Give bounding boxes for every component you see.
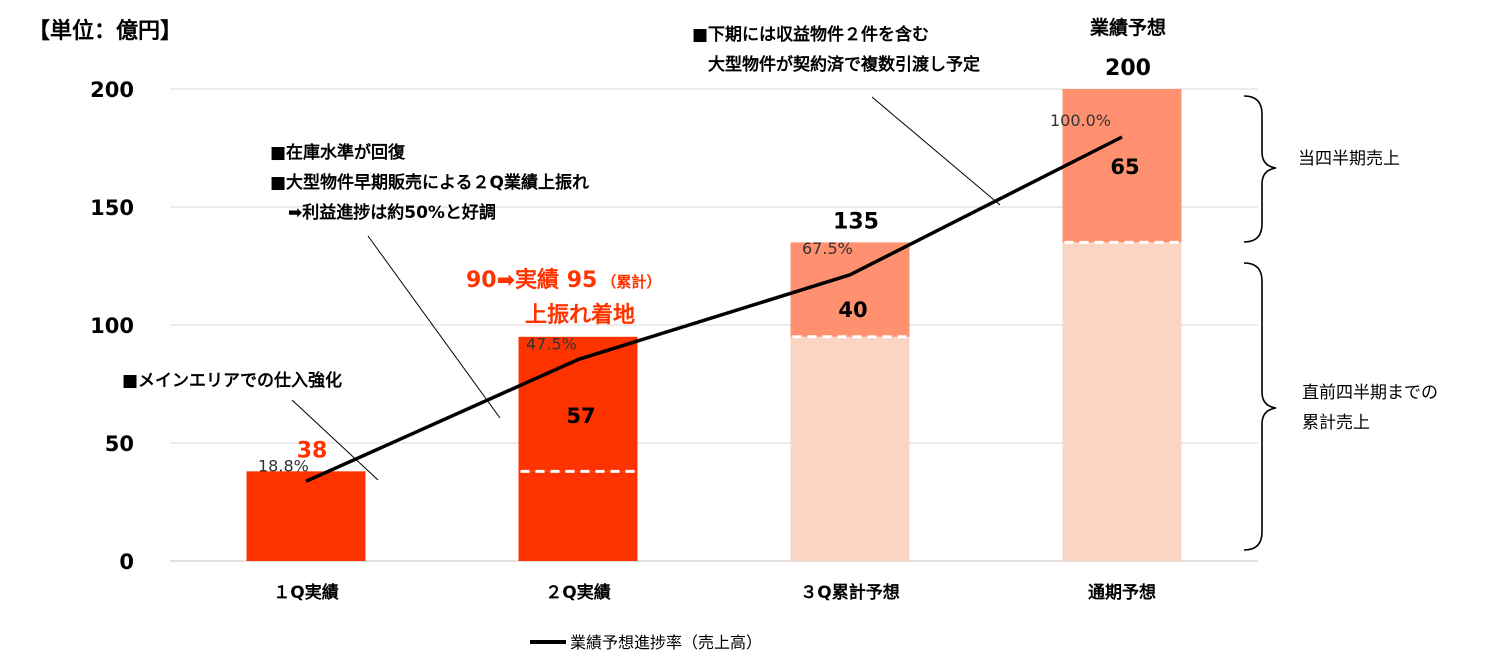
total-label-4: 200 — [1105, 56, 1151, 81]
category-labels: １Q実績 ２Q実績 ３Q累計予想 通期予想 — [273, 582, 1156, 603]
brace-lower-label-1: 直前四半期までの — [1302, 383, 1438, 403]
annotation-q2-red-line2: 上振れ着地 — [525, 302, 635, 328]
annotation-fy-line1: ■下期には収益物件２件を含む — [692, 24, 929, 45]
progress-label-1: 18.8% — [258, 456, 309, 475]
segment-label-2: 57 — [566, 404, 595, 428]
progress-series: 18.8% 47.5% 67.5% 100.0% — [258, 111, 1123, 483]
annotation-q2-red-line1: 90➡実績 95 （累計） — [466, 267, 661, 293]
total-label-1: 38 — [297, 438, 328, 463]
y-tick-200: 200 — [90, 78, 134, 102]
annotation-q2-line1: ■在庫水準が回復 — [270, 142, 406, 163]
segment-value-labels: 57 40 65 — [566, 155, 1139, 428]
bar-prior-2 — [518, 471, 638, 561]
brace-lower — [1243, 262, 1277, 551]
annotation-q2-red-small: （累計） — [601, 273, 661, 291]
category-label-4: 通期予想 — [1088, 582, 1156, 603]
y-tick-150: 150 — [90, 196, 134, 220]
bars — [246, 89, 1182, 561]
category-label-1: １Q実績 — [273, 582, 338, 603]
total-header: 業績予想 — [1089, 16, 1166, 39]
y-tick-labels: 0 50 100 150 200 — [90, 78, 134, 574]
leader-fy — [871, 96, 1001, 206]
bar-quarter-1 — [246, 471, 366, 561]
legend-label: 業績予想進捗率（売上高） — [570, 633, 762, 652]
brace-lower-label-2: 累計売上 — [1302, 413, 1370, 433]
category-label-2: ２Q実績 — [545, 582, 610, 603]
leader-q2 — [367, 235, 501, 419]
bar-quarter-4 — [1062, 89, 1182, 243]
segment-label-4: 65 — [1110, 155, 1139, 179]
brace-upper — [1243, 95, 1277, 243]
total-label-3: 135 — [833, 209, 879, 234]
annotation-q1: ■メインエリアでの仕入強化 — [122, 370, 342, 391]
total-labels: 38 135 200 業績予想 — [297, 16, 1166, 463]
legend: 業績予想進捗率（売上高） — [530, 633, 762, 652]
leader-q1 — [291, 399, 379, 481]
annotation-q2-line2: ■大型物件早期販売による２Q業績上振れ — [270, 172, 589, 193]
y-tick-50: 50 — [105, 432, 134, 456]
segment-label-3: 40 — [838, 298, 867, 322]
annotation-fy-line2: 大型物件が契約済で複数引渡し予定 — [708, 54, 980, 75]
progress-label-3: 67.5% — [802, 239, 853, 258]
progress-line — [305, 135, 1123, 483]
category-label-3: ３Q累計予想 — [800, 582, 899, 603]
progress-label-4: 100.0% — [1050, 111, 1111, 130]
y-tick-100: 100 — [90, 314, 134, 338]
progress-label-2: 47.5% — [526, 335, 577, 354]
bar-prior-4 — [1062, 242, 1182, 561]
bar-quarter-3 — [790, 242, 910, 337]
annotation-leaders — [291, 96, 1001, 481]
unit-label: 【単位：億円】 — [28, 18, 182, 44]
segment-dividers — [520, 240, 1180, 473]
annotation-q2-red-main: 90➡実績 95 — [466, 267, 597, 293]
y-tick-0: 0 — [119, 550, 134, 574]
bar-prior-3 — [790, 336, 910, 561]
annotation-q2-line3: ➡利益進捗は約50%と好調 — [288, 202, 496, 223]
brace-upper-label: 当四半期売上 — [1298, 149, 1400, 169]
